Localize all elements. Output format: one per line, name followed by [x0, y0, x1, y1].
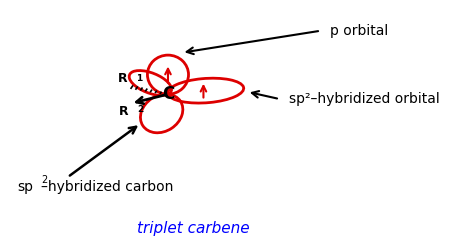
- Text: sp: sp: [18, 180, 33, 194]
- Text: –hybridized carbon: –hybridized carbon: [41, 180, 173, 194]
- Text: C: C: [162, 85, 174, 103]
- Text: triplet carbene: triplet carbene: [137, 221, 249, 236]
- Text: 1: 1: [136, 74, 143, 83]
- Text: R: R: [118, 72, 127, 85]
- Text: 2: 2: [41, 175, 47, 185]
- Text: sp²–hybridized orbital: sp²–hybridized orbital: [289, 92, 440, 106]
- Text: p orbital: p orbital: [330, 24, 388, 38]
- Text: 2: 2: [137, 105, 144, 114]
- Text: R: R: [119, 105, 128, 118]
